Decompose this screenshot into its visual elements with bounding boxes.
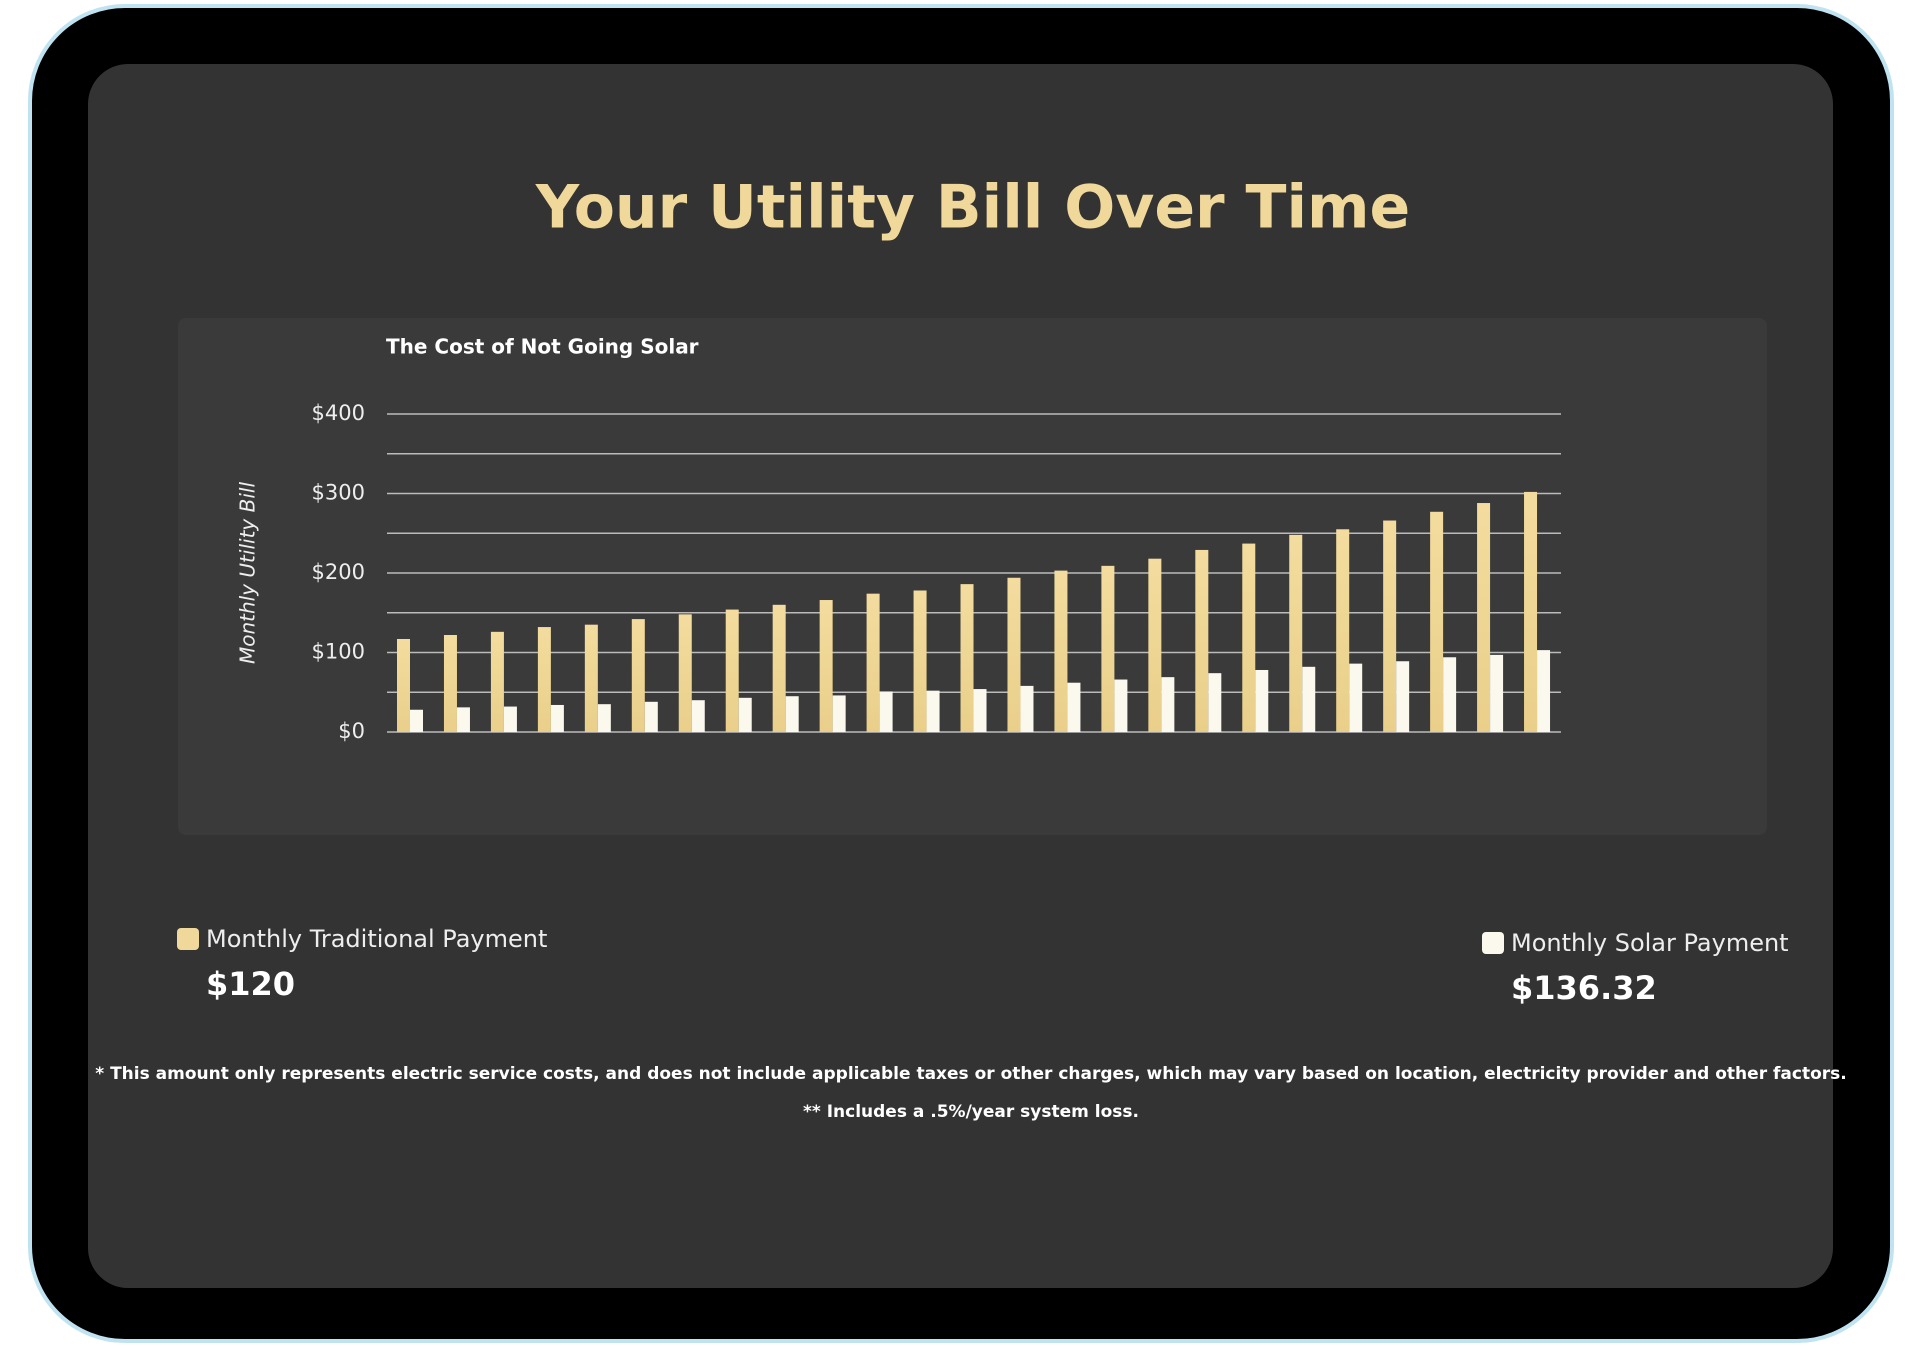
chart-panel [178,318,1767,835]
heading: Your Utility Bill Over Time [535,173,1410,243]
bar [1490,654,1504,732]
bar [584,624,598,732]
bar [443,635,457,732]
footnote: * This amount only represents electric s… [95,1064,1846,1084]
bar [1020,685,1034,732]
legend-label: Monthly Solar Payment [1511,929,1789,957]
bar [1242,543,1256,732]
bar [866,593,880,732]
bar [1430,511,1444,732]
bar [1302,666,1316,732]
bar [691,700,705,732]
y-tick-label: $0 [338,719,365,743]
bar [456,707,470,732]
footnote: ** Includes a .5%/year system loss. [803,1102,1139,1122]
bar [1255,669,1269,732]
bar [1524,491,1538,732]
bar [1289,534,1303,732]
bar [772,604,786,732]
bar [738,697,752,732]
bar [785,696,799,732]
bar [597,704,611,732]
bar [913,590,927,732]
bar [1336,529,1350,732]
bar [1114,679,1128,732]
bar [960,584,974,732]
y-tick-label: $200 [312,560,365,584]
bar [819,600,833,732]
bar [1195,549,1209,732]
bar [631,619,645,732]
bar [1007,577,1021,732]
bar [973,689,987,732]
bar [1148,558,1162,732]
bar [537,627,551,732]
bar [832,695,846,732]
bar [1443,657,1457,732]
bar [1349,663,1363,732]
bar [1383,520,1397,732]
bar [1054,570,1068,732]
bar [550,704,564,732]
y-tick-label: $100 [312,640,365,664]
chart-title: The Cost of Not Going Solar [386,335,699,359]
bar [397,638,410,732]
legend-swatch [1482,932,1504,954]
bar [725,609,739,732]
bar [1477,503,1491,732]
bar [926,690,940,732]
bar [879,691,893,732]
bar [644,701,658,732]
legend-value: $136.32 [1511,969,1657,1007]
y-tick-label: $300 [312,481,365,505]
bar [1161,677,1175,732]
bar [1208,673,1222,732]
bar [1396,661,1410,732]
y-tick-label: $400 [312,401,365,425]
bar [503,706,517,732]
bar [1537,650,1551,732]
bar [410,709,423,732]
legend-label: Monthly Traditional Payment [206,925,547,953]
bar [1101,565,1115,732]
y-axis-label: Monthly Utility Bill [236,482,260,664]
bar [678,614,692,732]
bar [490,631,504,732]
bar [1067,682,1081,732]
legend-value: $120 [206,965,295,1003]
legend-swatch [177,928,199,950]
